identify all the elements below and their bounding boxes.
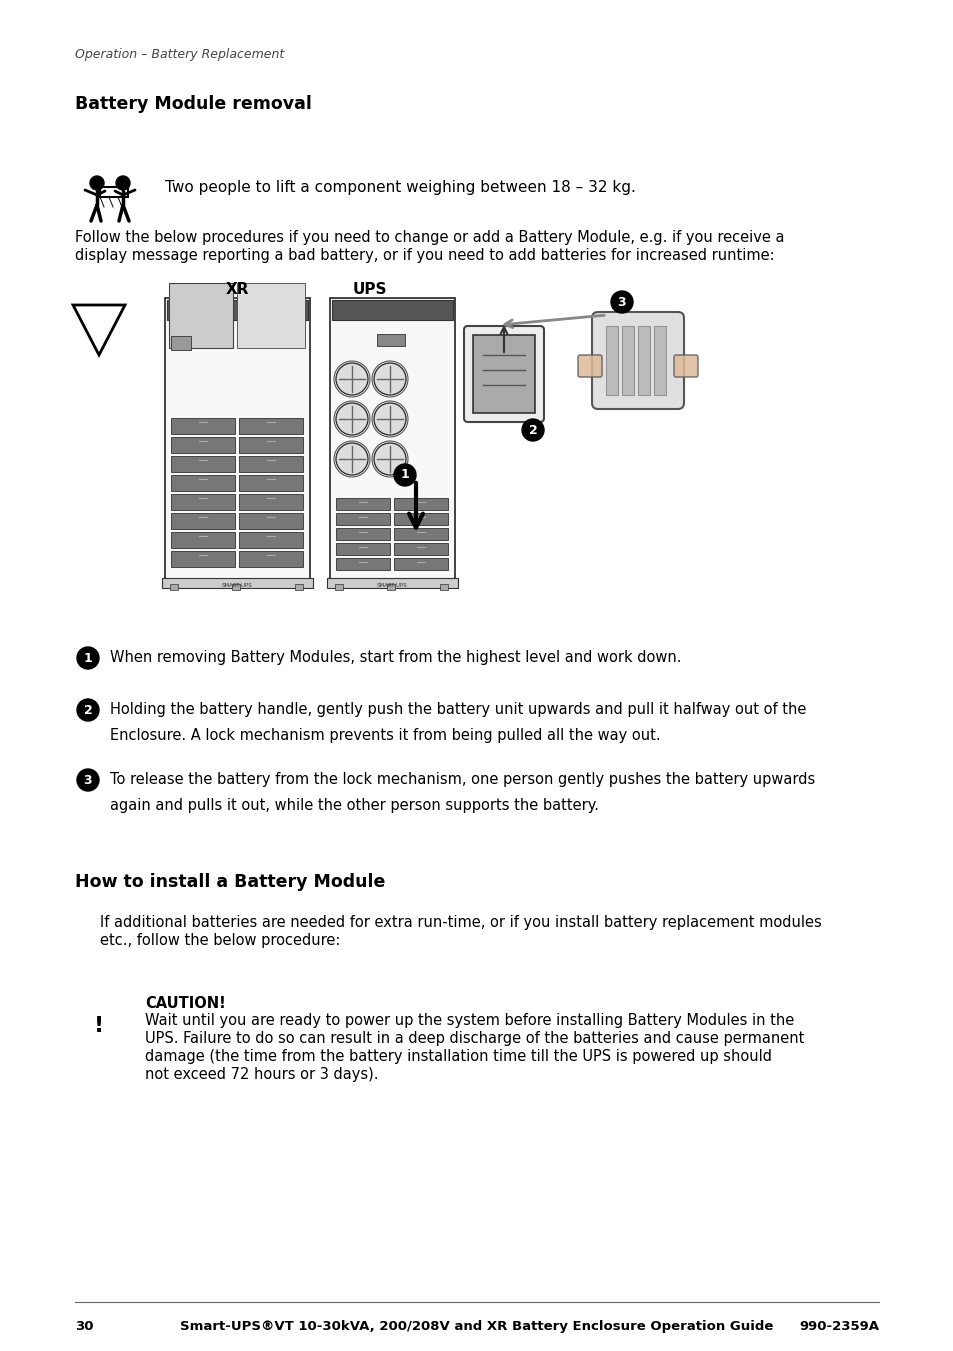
FancyBboxPatch shape [239, 513, 303, 530]
FancyBboxPatch shape [578, 355, 601, 377]
Text: UPS. Failure to do so can result in a deep discharge of the batteries and cause : UPS. Failure to do so can result in a de… [145, 1031, 803, 1046]
FancyBboxPatch shape [394, 528, 448, 540]
Text: not exceed 72 hours or 3 days).: not exceed 72 hours or 3 days). [145, 1067, 378, 1082]
FancyBboxPatch shape [463, 326, 543, 422]
Circle shape [374, 363, 406, 394]
FancyBboxPatch shape [394, 558, 448, 570]
FancyBboxPatch shape [394, 543, 448, 555]
FancyBboxPatch shape [621, 326, 634, 394]
Text: When removing Battery Modules, start from the highest level and work down.: When removing Battery Modules, start fro… [110, 650, 680, 665]
Text: Smart-UPS®VT 10-30kVA, 200/208V and XR Battery Enclosure Operation Guide: Smart-UPS®VT 10-30kVA, 200/208V and XR B… [180, 1320, 773, 1333]
FancyBboxPatch shape [171, 532, 234, 549]
Text: !: ! [93, 1016, 104, 1036]
FancyBboxPatch shape [673, 355, 698, 377]
Circle shape [90, 176, 104, 190]
Polygon shape [73, 305, 125, 355]
Text: Two people to lift a component weighing between 18 – 32 kg.: Two people to lift a component weighing … [165, 180, 636, 195]
FancyBboxPatch shape [335, 584, 343, 590]
FancyBboxPatch shape [654, 326, 665, 394]
FancyBboxPatch shape [171, 551, 234, 567]
Text: 990-2359A: 990-2359A [799, 1320, 878, 1333]
FancyBboxPatch shape [162, 578, 313, 588]
Text: Follow the below procedures if you need to change or add a Battery Module, e.g. : Follow the below procedures if you need … [75, 230, 783, 245]
Circle shape [374, 403, 406, 435]
FancyBboxPatch shape [387, 584, 395, 590]
Circle shape [374, 443, 406, 476]
FancyBboxPatch shape [335, 558, 390, 570]
FancyBboxPatch shape [100, 186, 128, 197]
FancyBboxPatch shape [335, 543, 390, 555]
Circle shape [394, 463, 416, 486]
Text: If additional batteries are needed for extra run-time, or if you install battery: If additional batteries are needed for e… [100, 915, 821, 929]
Circle shape [335, 443, 368, 476]
FancyBboxPatch shape [335, 528, 390, 540]
FancyBboxPatch shape [171, 494, 234, 509]
FancyBboxPatch shape [239, 494, 303, 509]
FancyBboxPatch shape [169, 282, 233, 349]
Text: etc., follow the below procedure:: etc., follow the below procedure: [100, 934, 340, 948]
Circle shape [116, 176, 130, 190]
Text: SMART-UPS: SMART-UPS [376, 584, 407, 588]
FancyBboxPatch shape [473, 335, 535, 413]
FancyBboxPatch shape [239, 436, 303, 453]
Text: XR: XR [225, 282, 249, 297]
FancyBboxPatch shape [239, 457, 303, 471]
FancyBboxPatch shape [394, 513, 448, 526]
FancyBboxPatch shape [592, 312, 683, 409]
FancyBboxPatch shape [332, 300, 453, 320]
FancyBboxPatch shape [394, 499, 448, 509]
FancyBboxPatch shape [171, 476, 234, 490]
FancyBboxPatch shape [239, 532, 303, 549]
Text: again and pulls it out, while the other person supports the battery.: again and pulls it out, while the other … [110, 798, 598, 813]
FancyBboxPatch shape [171, 417, 234, 434]
FancyBboxPatch shape [335, 499, 390, 509]
FancyBboxPatch shape [232, 584, 240, 590]
FancyBboxPatch shape [170, 584, 178, 590]
FancyBboxPatch shape [638, 326, 649, 394]
FancyBboxPatch shape [239, 551, 303, 567]
Text: 1: 1 [400, 469, 409, 481]
FancyBboxPatch shape [605, 326, 618, 394]
FancyBboxPatch shape [330, 299, 455, 588]
Text: 3: 3 [617, 296, 626, 308]
Text: Battery Module removal: Battery Module removal [75, 95, 312, 113]
FancyBboxPatch shape [439, 584, 448, 590]
FancyBboxPatch shape [171, 457, 234, 471]
Circle shape [335, 363, 368, 394]
Text: 3: 3 [84, 774, 92, 786]
Text: To release the battery from the lock mechanism, one person gently pushes the bat: To release the battery from the lock mec… [110, 771, 815, 788]
Text: damage (the time from the battery installation time till the UPS is powered up s: damage (the time from the battery instal… [145, 1048, 771, 1065]
FancyBboxPatch shape [167, 300, 308, 320]
Text: 30: 30 [75, 1320, 93, 1333]
Text: SMART-UPS: SMART-UPS [221, 584, 253, 588]
FancyBboxPatch shape [376, 334, 405, 346]
FancyBboxPatch shape [171, 513, 234, 530]
FancyBboxPatch shape [239, 476, 303, 490]
FancyBboxPatch shape [236, 282, 305, 349]
Circle shape [77, 647, 99, 669]
Circle shape [77, 698, 99, 721]
FancyBboxPatch shape [335, 513, 390, 526]
Circle shape [77, 769, 99, 790]
FancyBboxPatch shape [165, 299, 310, 588]
FancyBboxPatch shape [327, 578, 457, 588]
Text: 2: 2 [528, 423, 537, 436]
FancyBboxPatch shape [171, 336, 191, 350]
Text: display message reporting a bad battery, or if you need to add batteries for inc: display message reporting a bad battery,… [75, 249, 774, 263]
Text: Holding the battery handle, gently push the battery unit upwards and pull it hal: Holding the battery handle, gently push … [110, 703, 805, 717]
Text: CAUTION!: CAUTION! [145, 996, 226, 1011]
Text: 2: 2 [84, 704, 92, 716]
Text: UPS: UPS [353, 282, 387, 297]
FancyBboxPatch shape [239, 417, 303, 434]
Text: Enclosure. A lock mechanism prevents it from being pulled all the way out.: Enclosure. A lock mechanism prevents it … [110, 728, 659, 743]
FancyBboxPatch shape [294, 584, 303, 590]
Text: How to install a Battery Module: How to install a Battery Module [75, 873, 385, 892]
Text: Wait until you are ready to power up the system before installing Battery Module: Wait until you are ready to power up the… [145, 1013, 794, 1028]
FancyBboxPatch shape [171, 436, 234, 453]
Text: 1: 1 [84, 651, 92, 665]
Circle shape [521, 419, 543, 440]
Circle shape [335, 403, 368, 435]
Text: Operation – Battery Replacement: Operation – Battery Replacement [75, 49, 284, 61]
Circle shape [610, 290, 633, 313]
